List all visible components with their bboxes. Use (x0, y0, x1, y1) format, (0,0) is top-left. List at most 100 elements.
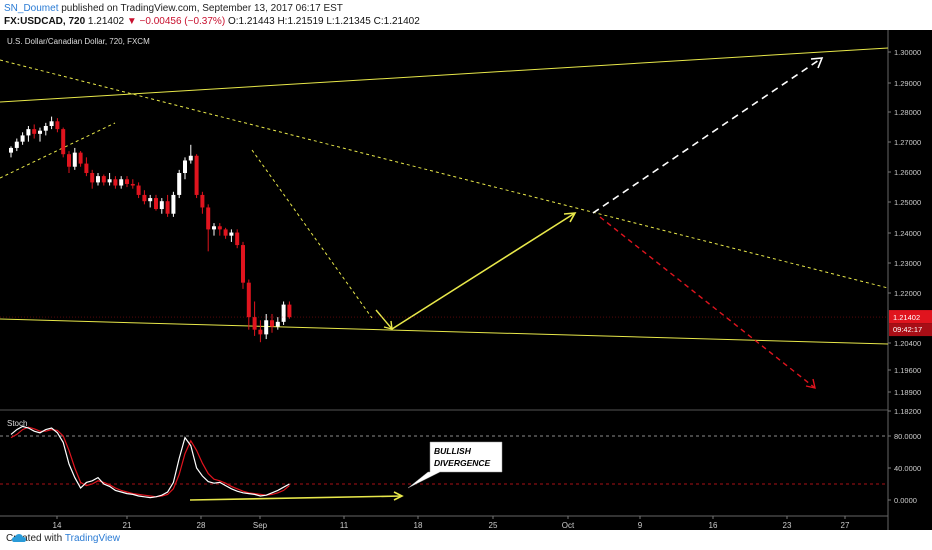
candle-body (159, 201, 164, 210)
bullish-projection-arrowhead (563, 212, 577, 223)
candle-body (38, 130, 42, 134)
bearish-projection-arrowhead (805, 378, 816, 389)
candle (49, 116, 54, 130)
candle-body (32, 129, 37, 134)
candle (130, 179, 135, 189)
candle (14, 138, 19, 152)
divergence-callout: BULLISH DIVERGENCE (407, 441, 503, 489)
candle (229, 229, 234, 242)
continuation-projection-line (592, 57, 823, 214)
upper-trendline (0, 47, 889, 103)
stoch-d-line (10, 426, 290, 498)
candle (136, 182, 141, 199)
y-tick-label: 1.20400 (894, 339, 921, 348)
divergence-arrowhead (393, 491, 404, 501)
candle-body (49, 121, 54, 126)
candle (26, 126, 31, 142)
candle-body (113, 179, 118, 186)
candle (96, 173, 100, 186)
candle-body (9, 147, 13, 153)
candle (61, 127, 66, 158)
y-tick-label: 1.24000 (894, 229, 921, 238)
candle-body (125, 179, 129, 184)
stoch-tick-label: 80.0000 (894, 432, 921, 441)
candle-body (20, 135, 25, 142)
candle (43, 122, 48, 136)
candle-body (119, 179, 124, 186)
countdown-box (889, 323, 932, 337)
candle-body (90, 173, 95, 183)
y-tick-label: 1.19600 (894, 366, 921, 375)
falling-wedge-line (251, 149, 373, 319)
candle-body (217, 226, 222, 230)
stoch-tick-label: 40.0000 (894, 464, 921, 473)
y-tick-label: 1.27000 (894, 138, 921, 147)
price-change: ▼ −0.00456 (−0.37%) (126, 16, 226, 27)
candle-body (72, 152, 77, 167)
small-down-arrow (375, 309, 393, 330)
candle-body (142, 194, 147, 202)
candle (67, 151, 71, 173)
continuation-projection-arrowhead (810, 57, 824, 69)
candle (148, 194, 153, 208)
candle (188, 144, 193, 164)
candle-body (148, 198, 153, 202)
y-tick-label: 1.29000 (894, 79, 921, 88)
candle (258, 320, 263, 343)
chart-canvas[interactable]: U.S. Dollar/Canadian Dollar, 720, FXCM 1.… (0, 30, 932, 535)
callout-bubble (407, 441, 503, 489)
candle (119, 176, 124, 189)
candle-body (281, 304, 286, 322)
candle-body (67, 154, 71, 167)
candle-body (194, 155, 199, 195)
candle-body (130, 183, 135, 186)
candle (264, 314, 269, 340)
candle-body (78, 152, 83, 164)
countdown-label: 09:42:17 (893, 325, 922, 334)
candle (107, 173, 112, 186)
high-value: H:1.21519 (277, 16, 324, 27)
x-tick-label: Sep (253, 521, 268, 530)
candle (217, 223, 222, 236)
candle-body (235, 232, 240, 246)
tradingview-brand[interactable]: TradingView (64, 533, 120, 544)
candle (177, 169, 182, 199)
candle-body (171, 194, 176, 214)
candle-body (212, 226, 216, 230)
candle-body (154, 198, 158, 210)
candle (113, 176, 118, 189)
candle (246, 279, 251, 330)
candle (72, 147, 77, 170)
author-link[interactable]: SN_Doumet (4, 3, 59, 14)
candle (165, 194, 170, 217)
candle (125, 176, 129, 188)
candle (194, 154, 199, 199)
publish-info: SN_Doumet published on TradingView.com, … (4, 3, 343, 14)
y-tick-label: 1.18200 (894, 407, 921, 416)
candle-body (287, 304, 292, 318)
candle-body (183, 160, 187, 173)
current-price-box (889, 310, 932, 324)
y-tick-label: 1.18900 (894, 388, 921, 397)
footer: Created with TradingView (0, 530, 932, 550)
stoch-k-line (10, 425, 290, 499)
candle (90, 169, 95, 189)
candle (281, 301, 286, 325)
chart-area[interactable]: U.S. Dollar/Canadian Dollar, 720, FXCM 1.… (0, 30, 932, 535)
candle (101, 174, 106, 186)
candle (235, 229, 240, 249)
candle-body (241, 245, 245, 283)
y-tick-label: 1.22000 (894, 289, 921, 298)
x-tick-label: 28 (197, 521, 206, 530)
bullish-projection-line (391, 212, 576, 330)
low-value: L:1.21345 (326, 16, 371, 27)
bearish-projection-line (599, 216, 816, 389)
candle-body (252, 317, 257, 330)
candle-body (107, 179, 112, 183)
candle (78, 151, 83, 167)
candle-body (177, 173, 182, 195)
close-value: C:1.21402 (373, 16, 420, 27)
candle-body (43, 126, 48, 131)
created-with-text: Created with (6, 533, 63, 544)
candle-body (55, 121, 60, 130)
